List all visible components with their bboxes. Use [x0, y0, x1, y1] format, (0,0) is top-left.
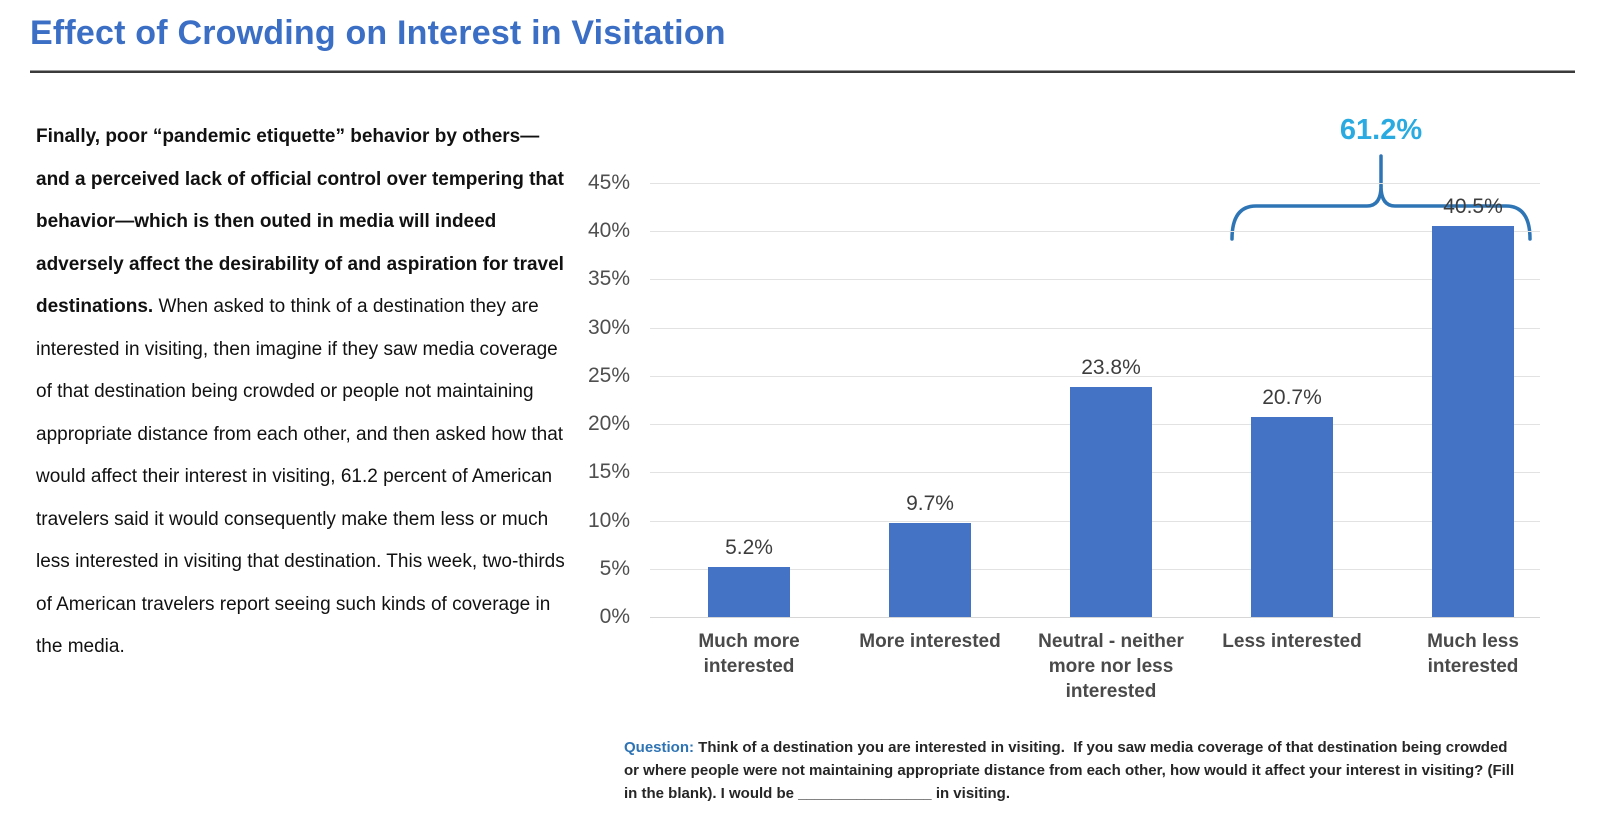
bar-value-label: 23.8%	[1081, 356, 1141, 380]
narrative-regular-text: When asked to think of a destination the…	[36, 296, 565, 657]
gridline	[650, 279, 1540, 281]
bar	[708, 566, 790, 617]
bar-value-label: 20.7%	[1262, 386, 1322, 410]
gridline	[650, 183, 1540, 184]
title-divider	[30, 70, 1575, 73]
chart-annotation-value: 61.2%	[1339, 114, 1423, 146]
y-axis-tick-label: 45%	[587, 171, 630, 194]
y-axis-tick-label: 25%	[587, 363, 630, 387]
bar-value-label: 9.7%	[906, 492, 954, 516]
gridline	[650, 231, 1540, 233]
bar-chart: 61.2% 0% 5% 10% 15% 20% 25% 30% 35% 40% 45% 5.2% Mu…	[560, 110, 1580, 810]
question-label: Question:	[624, 739, 694, 756]
narrative-bold-text: Finally, poor “pandemic etiquette” behav…	[36, 126, 564, 317]
y-axis-tick-label: 35%	[587, 267, 630, 291]
y-axis-tick-label: 30%	[587, 315, 630, 339]
y-axis-tick-label: 20%	[587, 412, 630, 436]
question-footnote: Question: Think of a destination you are…	[624, 736, 1524, 805]
question-text: Think of a destination you are intereste…	[624, 739, 1515, 802]
bar-value-label: 40.5%	[1443, 195, 1503, 219]
y-axis-tick-label: 40%	[587, 219, 630, 243]
category-label: Less interested	[1222, 631, 1362, 652]
y-axis-tick-label: 15%	[587, 460, 630, 484]
category-label: Much less interested	[1427, 631, 1519, 677]
y-axis-tick-label: 0%	[599, 605, 630, 628]
bar	[889, 523, 971, 617]
bar	[1251, 417, 1333, 617]
gridline	[650, 375, 1540, 377]
category-label: Much more interested	[698, 631, 800, 677]
category-label: Neutral - neither more nor less interest…	[1038, 631, 1184, 702]
page-title: Effect of Crowding on Interest in Visita…	[30, 14, 726, 52]
narrative-paragraph: Finally, poor “pandemic etiquette” behav…	[36, 116, 571, 669]
bar	[1432, 226, 1514, 617]
y-axis-tick-label: 10%	[587, 508, 630, 532]
gridline	[650, 327, 1540, 329]
category-label: More interested	[859, 631, 1001, 652]
curly-brace-icon	[1230, 154, 1532, 241]
gridline	[650, 617, 1540, 618]
y-axis-tick-label: 5%	[599, 556, 630, 580]
bar	[1070, 387, 1152, 617]
bar-value-label: 5.2%	[725, 535, 773, 559]
